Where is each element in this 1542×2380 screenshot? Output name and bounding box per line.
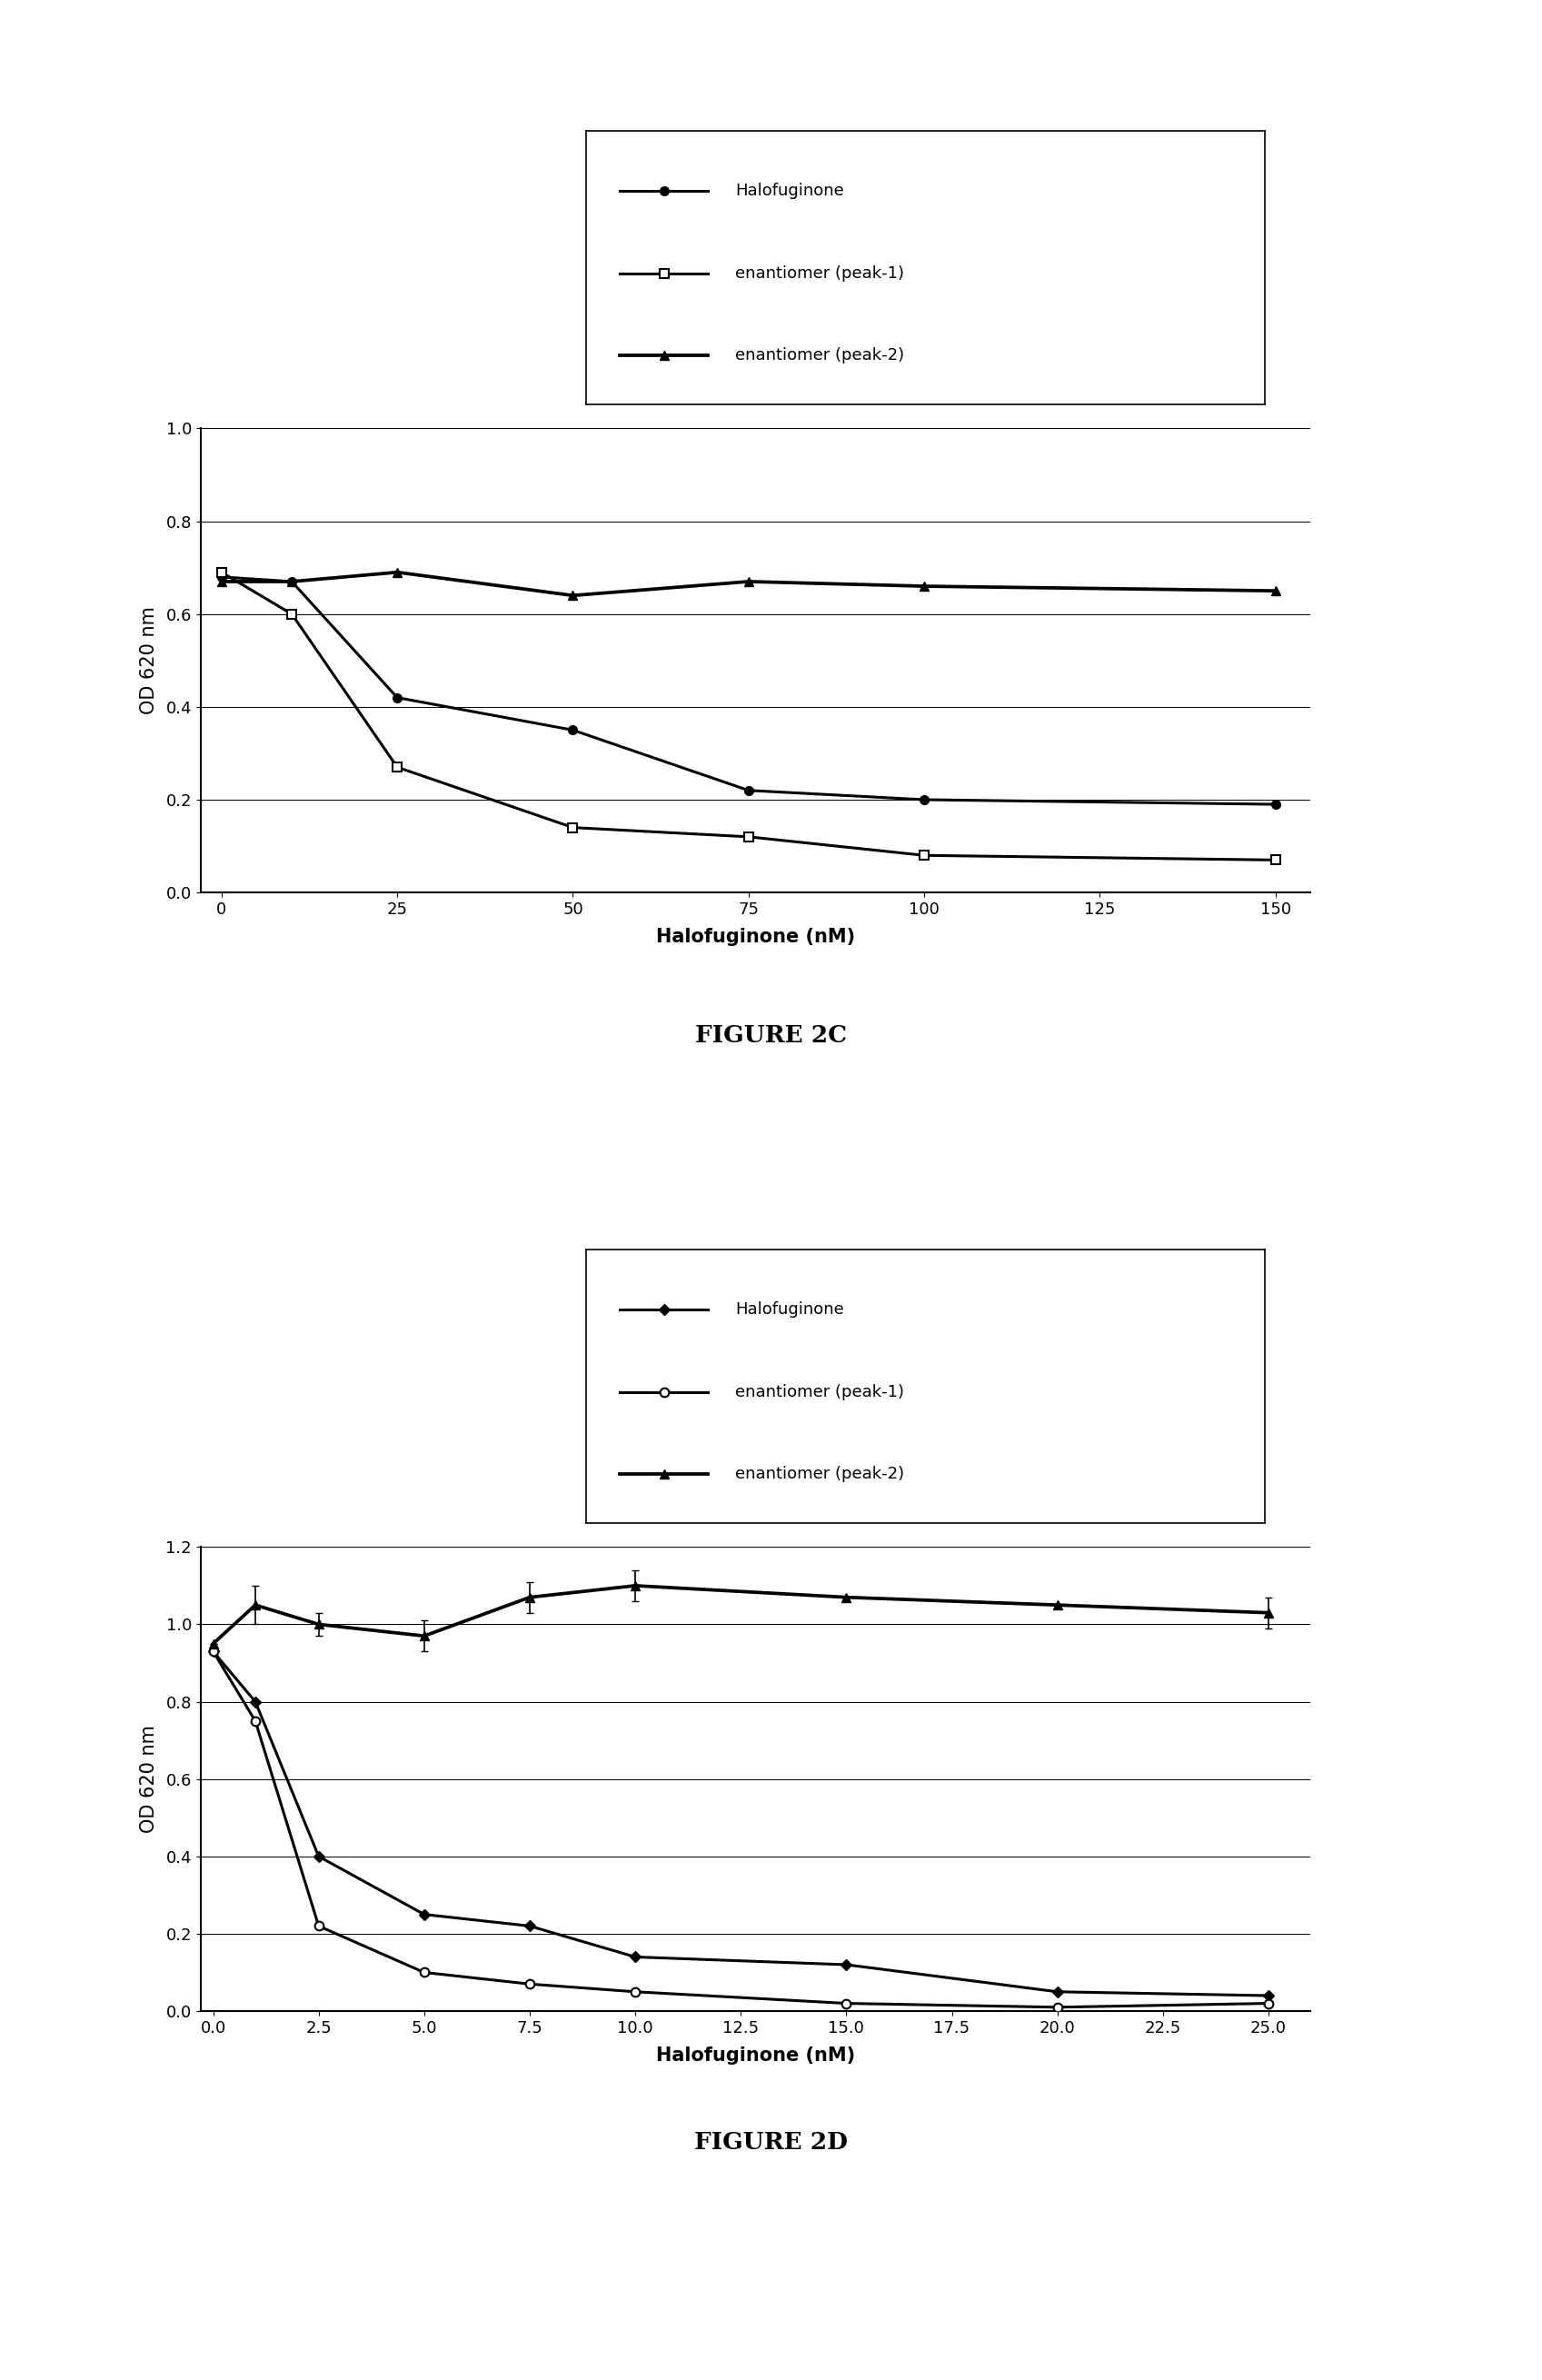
Text: FIGURE 2C: FIGURE 2C (695, 1023, 847, 1047)
Text: FIGURE 2D: FIGURE 2D (694, 2130, 848, 2154)
Text: enantiomer (peak-1): enantiomer (peak-1) (736, 1383, 904, 1399)
X-axis label: Halofuginone (nM): Halofuginone (nM) (655, 2047, 856, 2063)
Text: enantiomer (peak-2): enantiomer (peak-2) (736, 1466, 904, 1483)
Y-axis label: OD 620 nm: OD 620 nm (140, 1725, 157, 1833)
Text: enantiomer (peak-2): enantiomer (peak-2) (736, 347, 904, 364)
Y-axis label: OD 620 nm: OD 620 nm (140, 607, 159, 714)
Text: enantiomer (peak-1): enantiomer (peak-1) (736, 264, 904, 281)
X-axis label: Halofuginone (nM): Halofuginone (nM) (655, 928, 856, 945)
Text: Halofuginone: Halofuginone (736, 183, 843, 200)
Text: Halofuginone: Halofuginone (736, 1302, 843, 1319)
